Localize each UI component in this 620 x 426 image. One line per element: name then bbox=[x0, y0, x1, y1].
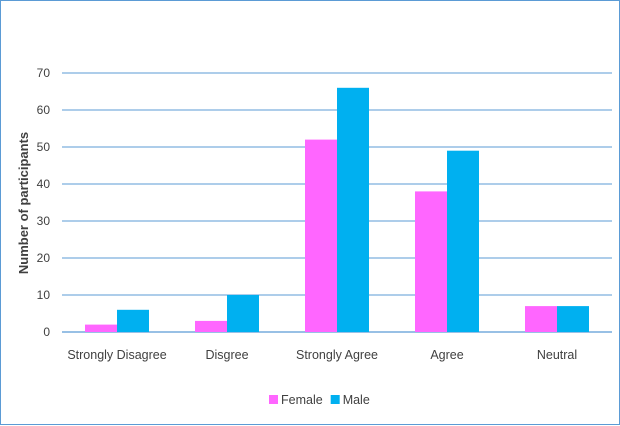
category-label: Strongly Disagree bbox=[67, 348, 166, 362]
legend-label-female: Female bbox=[281, 393, 323, 407]
bar-female-4 bbox=[525, 306, 557, 332]
legend-label-male: Male bbox=[343, 393, 370, 407]
legend-swatch-female bbox=[269, 395, 278, 404]
bar-female-0 bbox=[85, 324, 117, 332]
bars bbox=[85, 87, 589, 332]
y-tick-label: 20 bbox=[37, 251, 51, 265]
bar-male-2 bbox=[337, 87, 369, 332]
legend-swatch-male bbox=[330, 395, 340, 404]
y-tick-label: 50 bbox=[37, 140, 51, 154]
bar-male-4 bbox=[557, 306, 589, 332]
y-tick-label: 40 bbox=[37, 177, 51, 191]
y-tick-label: 60 bbox=[37, 103, 51, 117]
y-tick-label: 30 bbox=[37, 214, 51, 228]
bar-female-3 bbox=[415, 191, 447, 332]
bar-female-1 bbox=[195, 320, 227, 332]
category-label: Strongly Agree bbox=[296, 348, 378, 362]
y-tick-label: 70 bbox=[37, 66, 51, 80]
category-label: Agree bbox=[430, 348, 463, 362]
y-tick-label: 0 bbox=[43, 325, 50, 339]
y-axis-title: Number of participants bbox=[16, 132, 31, 274]
bar-male-0 bbox=[117, 309, 149, 332]
y-tick-label: 10 bbox=[37, 288, 51, 302]
bar-male-3 bbox=[447, 150, 479, 332]
bar-female-2 bbox=[305, 139, 337, 332]
legend: Female Male bbox=[269, 393, 370, 407]
category-label: Disgree bbox=[205, 348, 248, 362]
category-label: Neutral bbox=[537, 348, 577, 362]
bar-male-1 bbox=[227, 295, 259, 332]
category-labels: Strongly Disagree Disgree Strongly Agree Ag… bbox=[67, 348, 577, 362]
y-tick-labels: 0 10 20 30 40 50 60 70 bbox=[37, 66, 51, 339]
